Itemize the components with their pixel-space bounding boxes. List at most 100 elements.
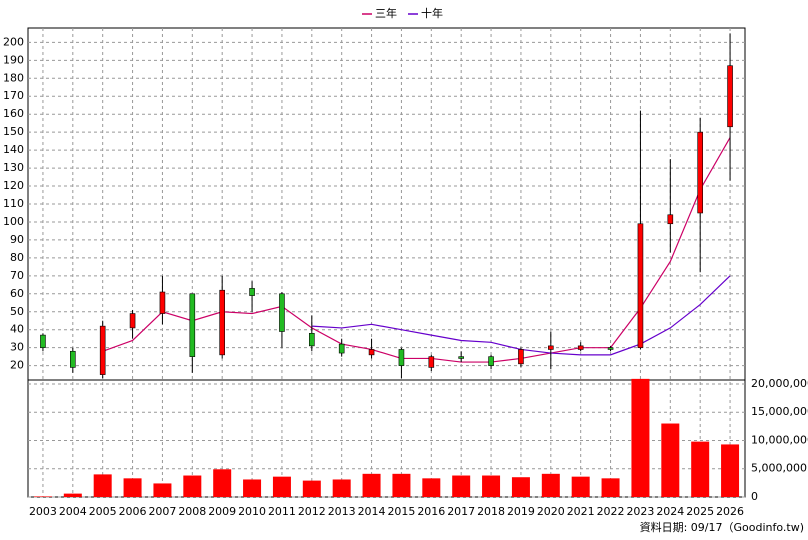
volume-bar [571, 476, 590, 497]
x-tick-label: 2026 [716, 505, 744, 518]
candle-body [159, 291, 166, 314]
y-tick-label: 80 [10, 251, 24, 264]
y-tick-label: 200 [3, 35, 24, 48]
x-tick-label: 2004 [59, 505, 87, 518]
candle-body [458, 356, 464, 359]
candle-body [189, 293, 196, 357]
y-tick-label: 60 [10, 287, 24, 300]
volume-bar [691, 441, 710, 497]
volume-bar [93, 474, 112, 497]
y2-tick-label: 5,000,000 [751, 462, 807, 475]
volume-bar [511, 477, 530, 497]
x-tick-label: 2010 [238, 505, 266, 518]
x-tick-label: 2015 [387, 505, 415, 518]
candle-body [129, 313, 136, 329]
y-tick-label: 120 [3, 179, 24, 192]
x-tick-label: 2014 [358, 505, 386, 518]
x-tick-label: 2022 [597, 505, 625, 518]
volume-bar [392, 473, 411, 497]
x-tick-label: 2013 [328, 505, 356, 518]
y-tick-label: 50 [10, 305, 24, 318]
x-tick-label: 2018 [477, 505, 505, 518]
candle-body [70, 350, 76, 368]
y-tick-label: 130 [3, 161, 24, 174]
candle-body [279, 293, 285, 332]
x-tick-label: 2019 [507, 505, 535, 518]
y-tick-label: 190 [3, 53, 24, 66]
y-tick-label: 100 [3, 215, 24, 228]
candle-body [219, 289, 225, 356]
y2-tick-label: 15,000,000 [751, 405, 808, 418]
candle-body [40, 334, 46, 348]
footnote: 資料日期: 09/17（Goodinfo.tw) [640, 520, 804, 534]
volume-bar [631, 378, 650, 497]
x-tick-label: 2006 [119, 505, 147, 518]
x-tick-label: 2021 [567, 505, 595, 518]
candle-body [338, 343, 345, 354]
candle-body [398, 349, 405, 366]
y2-tick-label: 0 [751, 490, 758, 503]
volume-bar [123, 478, 142, 497]
y-tick-label: 160 [3, 107, 24, 120]
volume-bar [482, 475, 501, 497]
candle-body [99, 325, 106, 375]
candle-body [727, 65, 733, 128]
volume-bar [362, 473, 381, 497]
x-tick-label: 2005 [89, 505, 117, 518]
x-tick-label: 2020 [537, 505, 565, 518]
x-tick-label: 2009 [208, 505, 236, 518]
candle-body [249, 288, 255, 296]
y-tick-label: 140 [3, 143, 24, 156]
x-tick-label: 2007 [148, 505, 176, 518]
candle-body [548, 345, 554, 350]
volume-bar [601, 478, 620, 497]
candle-body [309, 333, 315, 347]
y-tick-label: 110 [3, 197, 24, 210]
candle-body [607, 347, 614, 350]
y-tick-label: 90 [10, 233, 24, 246]
candle-body [428, 356, 435, 368]
candle-body [368, 349, 375, 356]
volume-bar [661, 423, 680, 497]
legend-label: 十年 [421, 6, 443, 20]
candle-body [518, 349, 524, 365]
y-tick-label: 180 [3, 71, 24, 84]
volume-bar [302, 480, 321, 497]
volume-bar [63, 493, 82, 497]
y-tick-label: 40 [10, 323, 24, 336]
y-tick-label: 20 [10, 359, 24, 372]
x-tick-label: 2016 [417, 505, 445, 518]
y2-tick-label: 10,000,000 [751, 433, 808, 446]
x-tick-label: 2012 [298, 505, 326, 518]
volume-bar [541, 473, 560, 497]
volume-bar [213, 469, 232, 497]
candle-body [697, 131, 703, 214]
volume-bar [153, 483, 172, 497]
volume-bar [183, 475, 202, 497]
x-tick-label: 2003 [29, 505, 57, 518]
y-tick-label: 170 [3, 89, 24, 102]
x-tick-label: 2011 [268, 505, 296, 518]
volume-bar [33, 496, 52, 497]
volume-bar [422, 478, 441, 497]
volume-bar [721, 444, 740, 497]
volume-bar [243, 479, 262, 497]
candle-body [577, 345, 584, 350]
moving-average-line [102, 137, 731, 363]
y-tick-label: 70 [10, 269, 24, 282]
x-tick-label: 2023 [626, 505, 654, 518]
plot-frame [27, 27, 746, 498]
y2-tick-label: 20,000,000 [751, 377, 808, 390]
candle-body [488, 356, 494, 366]
x-tick-label: 2025 [686, 505, 714, 518]
y-tick-label: 30 [10, 341, 24, 354]
x-tick-label: 2008 [178, 505, 206, 518]
volume-bar [272, 476, 291, 497]
candle-body [637, 223, 644, 348]
x-tick-label: 2017 [447, 505, 475, 518]
legend-label: 三年 [375, 6, 397, 20]
candle-body [667, 214, 674, 225]
volume-bar [452, 475, 471, 497]
x-tick-label: 2024 [656, 505, 684, 518]
